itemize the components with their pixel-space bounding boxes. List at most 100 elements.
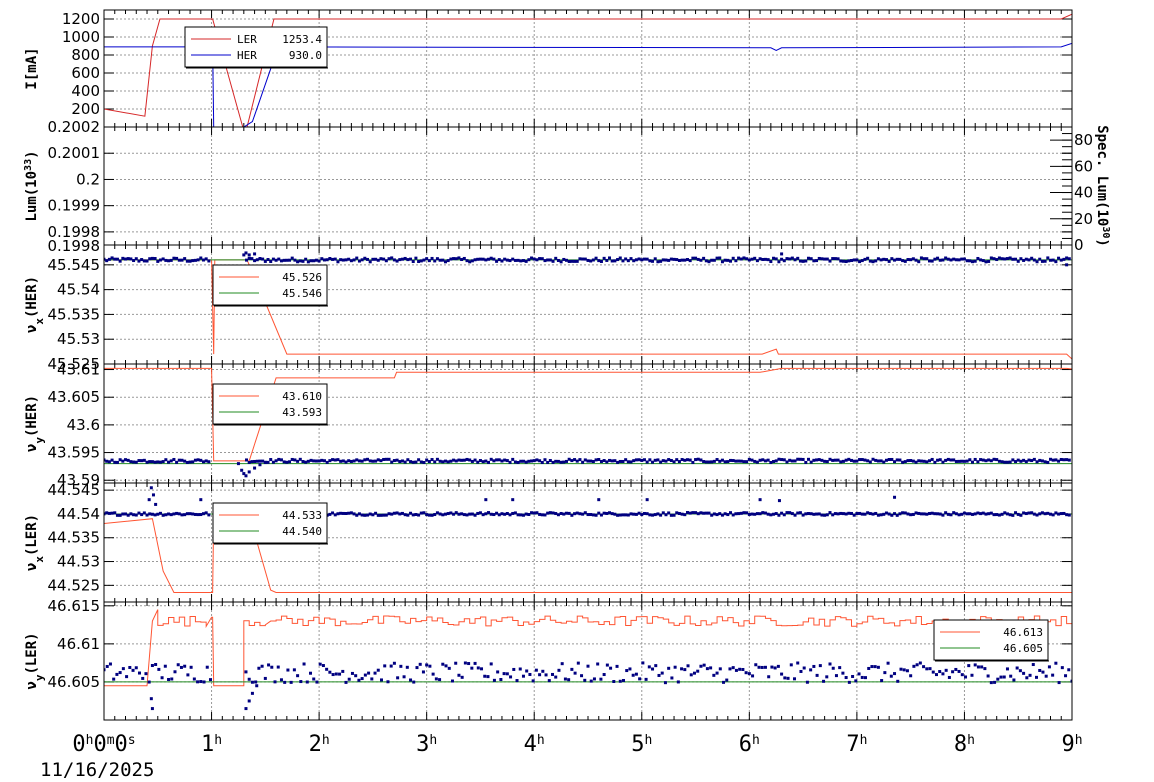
- data-point: [419, 511, 423, 515]
- data-point: [508, 513, 512, 517]
- data-point: [328, 512, 332, 516]
- data-point: [751, 674, 755, 678]
- data-point: [580, 674, 584, 678]
- data-point: [720, 513, 724, 517]
- data-point: [983, 667, 987, 671]
- data-point: [411, 460, 415, 464]
- data-point: [638, 677, 642, 681]
- data-point: [750, 458, 754, 462]
- data-point: [422, 460, 426, 464]
- data-point: [104, 257, 106, 261]
- data-point: [820, 513, 824, 517]
- data-point: [538, 673, 542, 677]
- data-point: [705, 667, 709, 671]
- legend-box: [184, 26, 328, 68]
- x-tick-label: 0h0m0s: [72, 732, 135, 757]
- data-point: [1038, 512, 1042, 516]
- data-point: [922, 665, 926, 669]
- data-point: [167, 677, 171, 681]
- data-point: [699, 258, 703, 262]
- data-point: [419, 460, 423, 464]
- data-point: [108, 662, 112, 666]
- data-point: [247, 699, 251, 703]
- data-point: [167, 512, 171, 516]
- data-point: [196, 458, 200, 462]
- data-point: [240, 468, 244, 472]
- data-point: [400, 459, 404, 463]
- data-point: [524, 460, 528, 464]
- data-point: [254, 680, 258, 684]
- data-point: [266, 460, 270, 464]
- overlap-tick-label: 0.1998: [48, 237, 101, 255]
- data-point: [659, 259, 663, 263]
- data-point: [930, 457, 934, 461]
- data-point: [890, 257, 894, 261]
- data-point: [785, 511, 789, 515]
- data-point: [481, 460, 485, 464]
- data-point: [274, 258, 278, 262]
- data-point: [543, 513, 547, 517]
- data-point: [667, 511, 671, 515]
- data-point: [825, 513, 829, 517]
- data-point: [242, 472, 246, 476]
- data-point: [726, 258, 730, 262]
- data-point: [591, 513, 595, 517]
- data-point: [647, 665, 651, 669]
- y-tick-label: 0.2002: [48, 118, 101, 136]
- data-point: [1051, 673, 1055, 677]
- series-group: [104, 367, 1072, 478]
- data-point: [186, 673, 190, 677]
- data-point: [293, 458, 297, 462]
- data-point: [153, 460, 157, 464]
- data-point: [285, 460, 289, 464]
- data-point: [247, 677, 251, 681]
- data-point: [968, 259, 972, 263]
- data-point: [847, 457, 851, 461]
- data-point: [527, 513, 531, 517]
- data-point: [868, 259, 872, 263]
- data-point: [137, 459, 141, 463]
- data-point: [734, 668, 738, 672]
- data-point: [564, 511, 568, 515]
- data-point: [761, 458, 765, 462]
- data-point: [828, 511, 832, 515]
- data-point: [737, 256, 741, 260]
- data-point: [723, 512, 727, 516]
- data-point: [1005, 460, 1009, 464]
- data-point: [1043, 512, 1047, 516]
- data-point: [805, 680, 809, 684]
- data-point: [201, 258, 205, 262]
- data-point: [677, 512, 681, 516]
- data-point: [564, 459, 568, 463]
- data-point: [699, 664, 703, 668]
- y-tick-label: 44.525: [48, 576, 101, 594]
- data-point: [887, 259, 891, 263]
- data-point: [562, 257, 566, 261]
- data-point: [946, 457, 950, 461]
- data-point: [1040, 259, 1044, 263]
- data-point: [876, 665, 880, 669]
- data-point: [763, 511, 767, 515]
- data-point: [976, 511, 980, 515]
- data-point: [581, 512, 585, 516]
- data-point: [438, 678, 442, 682]
- data-point: [825, 257, 829, 261]
- data-point: [753, 512, 757, 516]
- data-point: [925, 667, 929, 671]
- data-point: [465, 513, 469, 517]
- data-point: [725, 678, 729, 682]
- data-point: [1011, 513, 1015, 517]
- data-point: [761, 257, 765, 261]
- data-point: [860, 458, 864, 462]
- data-point: [489, 256, 493, 260]
- data-point: [720, 458, 724, 462]
- data-point: [570, 513, 574, 517]
- data-point: [250, 691, 254, 695]
- data-point: [271, 257, 275, 261]
- data-point: [175, 511, 179, 515]
- y-tick-label: 0.2001: [48, 144, 101, 162]
- data-point: [1048, 258, 1052, 262]
- data-point: [500, 459, 504, 463]
- data-point: [976, 665, 980, 669]
- data-point: [822, 679, 826, 683]
